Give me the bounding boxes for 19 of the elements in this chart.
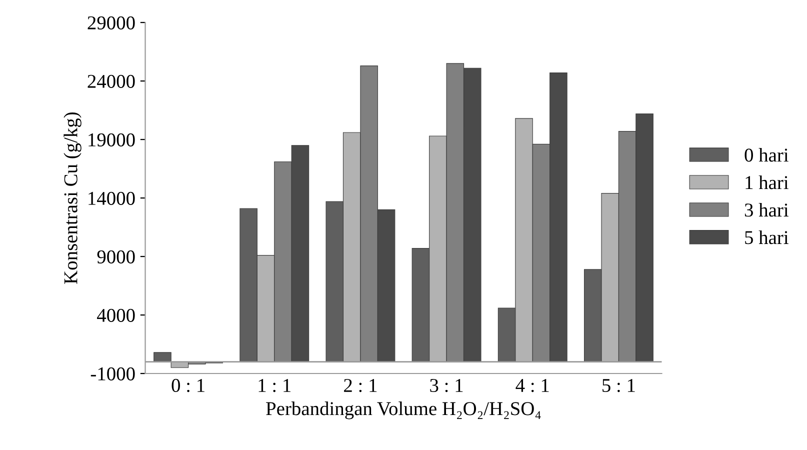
legend-label: 5 hari: [745, 230, 788, 244]
y-axis-title: Konsentrasi Cu (g/kg): [64, 112, 82, 284]
x-tick-label: 3 : 1: [430, 378, 463, 392]
y-tick-label: -1000: [90, 367, 135, 380]
x-tick-label: 1 : 1: [258, 379, 290, 392]
x-tick-label: 2 : 1: [344, 378, 377, 392]
y-tick-label: 24000: [88, 74, 135, 88]
y-tick-label: 4000: [97, 308, 135, 322]
x-axis-title: Perbandingan Volume H₂O₂/H₂SO₄: [266, 402, 541, 420]
y-tick-label: 19000: [88, 133, 135, 146]
legend-label: 1 hari: [746, 176, 788, 190]
y-tick-label: 29000: [88, 16, 135, 30]
legend-label: 0 hari: [744, 148, 788, 162]
x-tick-label: 5 : 1: [602, 379, 635, 392]
y-tick-label: 14000: [88, 192, 135, 205]
x-tick-label: 4 : 1: [516, 379, 549, 392]
x-tick-label: 0 : 1: [172, 378, 204, 392]
y-tick-label: 9000: [97, 250, 135, 264]
legend-label: 3 hari: [744, 202, 788, 217]
